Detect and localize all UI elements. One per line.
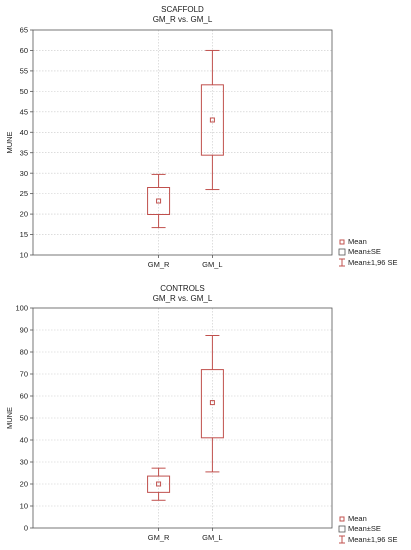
chart-subtitle: GM_R vs. GM_L [153,15,213,24]
legend-ci-label: Mean±1,96 SE [348,535,398,544]
y-tick-label: 100 [15,304,28,313]
y-tick-label: 80 [20,348,28,357]
y-tick-label: 20 [20,210,28,219]
y-tick-label: 55 [20,67,28,76]
box-gm-r [147,467,171,501]
box-gm-l [200,335,224,473]
chart-title: CONTROLS [160,284,204,293]
se-box [147,475,171,493]
y-tick-label: 20 [20,480,28,489]
legend-se-swatch [338,525,346,533]
x-tick-label: GM_L [202,260,222,269]
plot-frame [32,29,333,256]
legend-mean-swatch [339,239,345,245]
chart-title: SCAFFOLD [161,5,204,14]
x-tick-label: GM_R [148,260,170,269]
box-gm-l [200,49,224,191]
chart-subtitle: GM_R vs. GM_L [153,294,213,303]
legend-se-label: Mean±SE [348,247,381,256]
legend-mean-label: Mean [348,514,367,523]
y-tick-label: 90 [20,326,28,335]
box-gm-r [147,173,171,229]
x-tick-label: GM_L [202,533,222,542]
y-tick-label: 40 [20,128,28,137]
legend-mean-label: Mean [348,237,367,246]
y-axis-label: MUNE [5,407,14,429]
legend-se-swatch [338,248,346,256]
legend-ci-label: Mean±1,96 SE [348,258,398,267]
plot-frame [32,307,333,529]
y-tick-label: 40 [20,436,28,445]
legend-se-label: Mean±SE [348,524,381,533]
mean-point [156,198,162,204]
y-tick-label: 65 [20,26,28,35]
y-tick-label: 60 [20,392,28,401]
mean-point [156,481,162,487]
y-tick-label: 35 [20,148,28,157]
y-tick-label: 60 [20,46,28,55]
mean-point [209,400,215,406]
se-box [147,187,171,215]
mean-point [209,117,215,123]
y-tick-label: 15 [20,230,28,239]
y-tick-label: 10 [20,502,28,511]
se-box [200,369,224,439]
y-tick-label: 30 [20,169,28,178]
y-tick-label: 0 [24,524,28,533]
y-axis-label: MUNE [5,131,14,153]
y-tick-label: 10 [20,251,28,260]
legend-mean-swatch [339,516,345,522]
y-tick-label: 30 [20,458,28,467]
y-tick-label: 50 [20,414,28,423]
y-tick-label: 45 [20,107,28,116]
y-tick-label: 50 [20,87,28,96]
x-tick-label: GM_R [148,533,170,542]
y-tick-label: 70 [20,370,28,379]
se-box [200,84,224,156]
y-tick-label: 25 [20,189,28,198]
